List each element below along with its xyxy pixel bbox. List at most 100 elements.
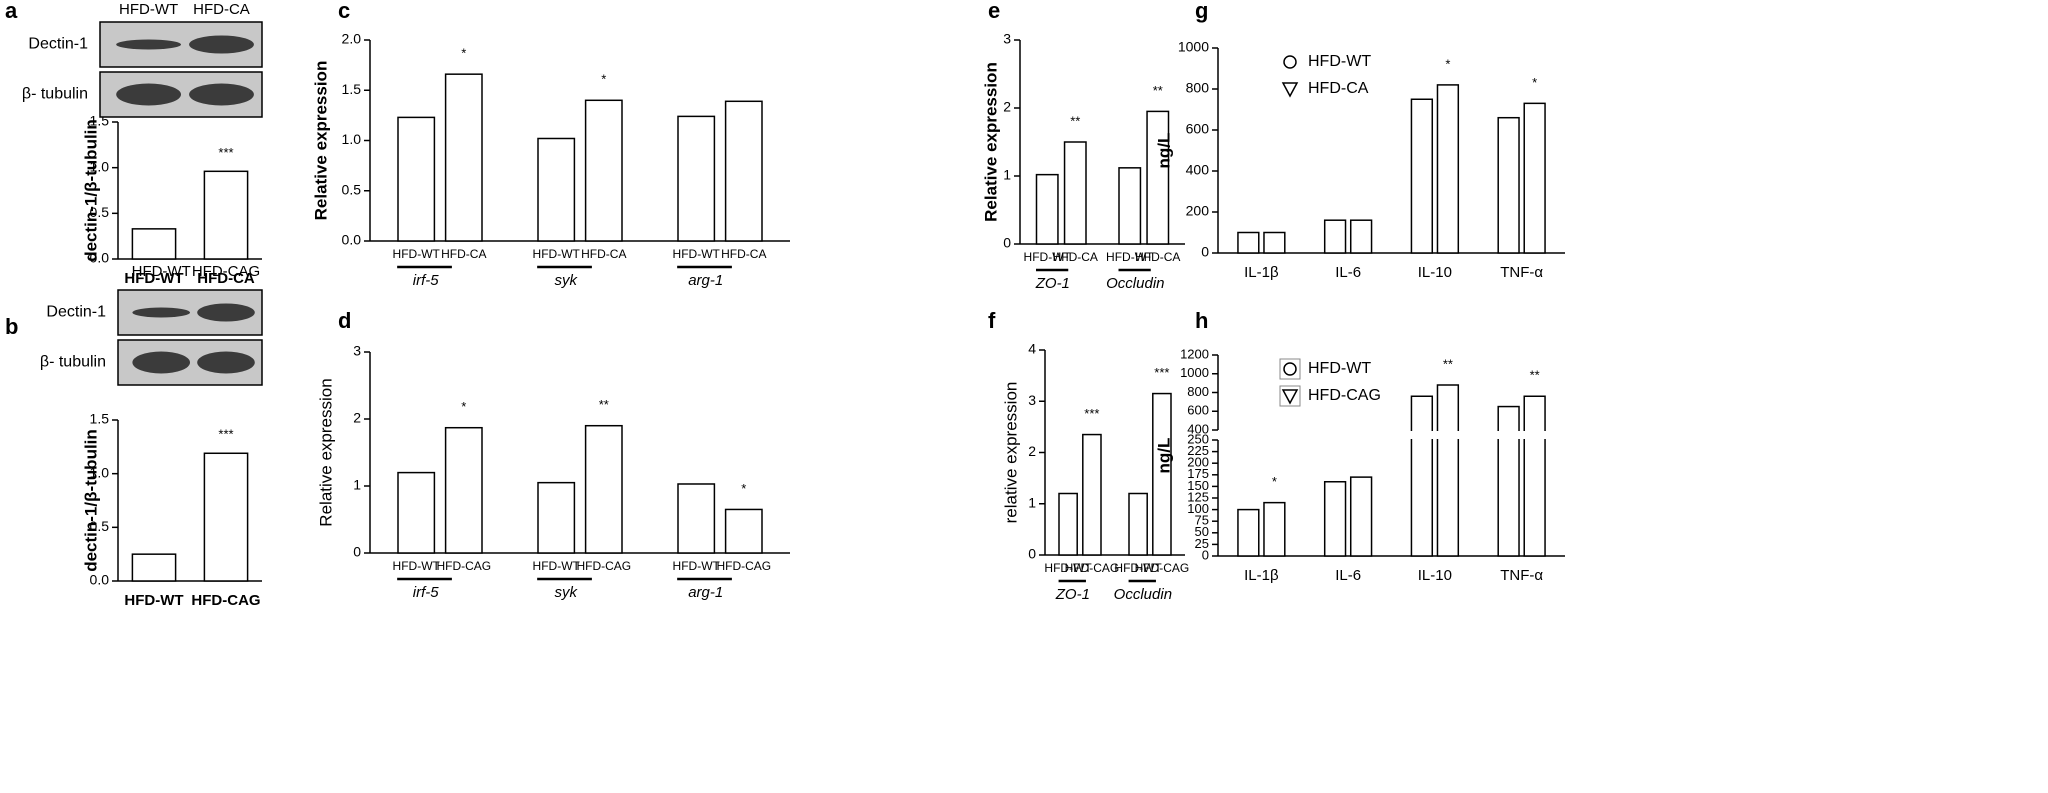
bar — [1497, 116, 1520, 254]
y-axis-label: Relative expression — [981, 62, 1000, 222]
blot-band — [189, 83, 254, 106]
significance: ** — [599, 397, 609, 412]
y-tick-label: 1200 — [1180, 346, 1209, 361]
y-tick-label: 0.5 — [90, 518, 110, 534]
group-label: syk — [554, 584, 578, 601]
y-tick-label: 3 — [1028, 392, 1036, 408]
group-label: ZO-1 — [1055, 586, 1090, 603]
significance: ** — [1530, 368, 1540, 383]
y-tick-label: 1.0 — [90, 158, 110, 174]
x-tick-label: HFD-WT — [1106, 250, 1154, 264]
blot-row-label: β- tubulin — [22, 86, 88, 103]
y-tick-label: 2.0 — [342, 31, 362, 47]
bar — [1497, 405, 1520, 557]
bar — [1063, 141, 1087, 245]
legend-marker — [1281, 389, 1299, 405]
panel-label: e — [988, 0, 1000, 23]
y-tick-label: 2 — [1028, 443, 1036, 459]
legend-label: HFD-CA — [1308, 80, 1369, 97]
blot-band — [132, 351, 190, 374]
y-tick-label: 1 — [1028, 494, 1036, 510]
x-tick-label: HFD-WT — [393, 559, 441, 573]
x-tick-label: HFD-CAG — [436, 559, 491, 573]
y-tick-label: 250 — [1187, 431, 1209, 446]
x-tick-label: HFD-WT — [533, 559, 581, 573]
y-tick-label: 0.5 — [90, 204, 110, 220]
x-tick-label: HFD-WT — [124, 592, 183, 609]
y-tick-label: 0 — [1003, 235, 1011, 251]
y-tick-label: 225 — [1187, 443, 1209, 458]
y-tick-label: 1.5 — [342, 81, 362, 97]
x-tick-label: HFD-WT — [673, 247, 721, 261]
y-tick-label: 25 — [1195, 536, 1209, 551]
y-tick-label: 400 — [1186, 162, 1210, 178]
significance: *** — [1154, 365, 1169, 380]
y-tick-label: 4 — [1028, 341, 1036, 357]
blot-lane-label: HFD-WT — [132, 263, 191, 280]
y-tick-label: 50 — [1195, 524, 1209, 539]
significance: *** — [218, 427, 233, 442]
bar — [1436, 384, 1460, 557]
group-label: Occludin — [1114, 586, 1172, 603]
significance: * — [741, 481, 746, 496]
x-tick-label: IL-6 — [1335, 264, 1361, 281]
significance: * — [1445, 56, 1450, 71]
bar — [1523, 102, 1546, 254]
bar — [677, 115, 716, 242]
significance: *** — [218, 145, 233, 160]
bar — [1263, 231, 1286, 254]
blot-band — [197, 351, 255, 374]
y-tick-label: 0.0 — [342, 232, 362, 248]
significance: *** — [1084, 406, 1099, 421]
group-label: irf-5 — [413, 272, 439, 289]
y-tick-label: 1 — [1003, 167, 1011, 183]
y-axis-label: ng/L — [1154, 133, 1173, 169]
bar — [1323, 481, 1347, 557]
bar — [1410, 98, 1434, 254]
y-tick-label: 0 — [1201, 244, 1209, 260]
bar — [397, 116, 436, 242]
panel-label: g — [1195, 0, 1208, 23]
bar — [1263, 501, 1286, 557]
blot-lane-label: HFD-WT — [119, 1, 178, 18]
bar — [203, 452, 249, 582]
y-tick-label: 0 — [1028, 546, 1036, 562]
blot-row-label: Dectin-1 — [28, 36, 88, 53]
y-tick-label: 600 — [1186, 121, 1210, 137]
bar — [444, 73, 483, 242]
significance: * — [461, 399, 466, 414]
bar — [537, 481, 576, 554]
x-tick-label: HFD-CAG — [576, 559, 631, 573]
blot-lane-label: HFD-CA — [193, 1, 250, 18]
blot-band — [132, 307, 190, 318]
bar — [444, 426, 483, 554]
panel-label: b — [5, 314, 18, 339]
x-tick-label: HFD-CA — [721, 247, 766, 261]
bar — [203, 170, 249, 260]
y-tick-label: 175 — [1187, 466, 1209, 481]
y-tick-label: 0.0 — [90, 572, 110, 588]
bar — [1146, 110, 1170, 245]
x-tick-label: HFD-CAG — [1065, 561, 1120, 575]
x-tick-label: HFD-CA — [197, 270, 255, 287]
x-tick-label: HFD-CA — [1135, 250, 1180, 264]
y-tick-label: 1.0 — [90, 464, 110, 480]
axis-break — [1216, 431, 1567, 439]
bar — [724, 100, 763, 242]
bar — [1152, 392, 1172, 556]
significance: * — [601, 72, 606, 87]
blot-row-label: Dectin-1 — [46, 304, 106, 321]
blot-band — [116, 83, 181, 106]
legend-marker — [1283, 362, 1297, 376]
bar — [1035, 173, 1059, 245]
y-tick-label: 3 — [1003, 31, 1011, 47]
y-tick-label: 1.5 — [90, 411, 110, 427]
bar — [1436, 84, 1460, 254]
significance: * — [1532, 75, 1537, 90]
y-tick-label: 2 — [353, 410, 361, 426]
panel-label: f — [988, 308, 996, 333]
blot-lane-label: HFD-CAG — [192, 263, 260, 280]
bar — [677, 483, 716, 554]
